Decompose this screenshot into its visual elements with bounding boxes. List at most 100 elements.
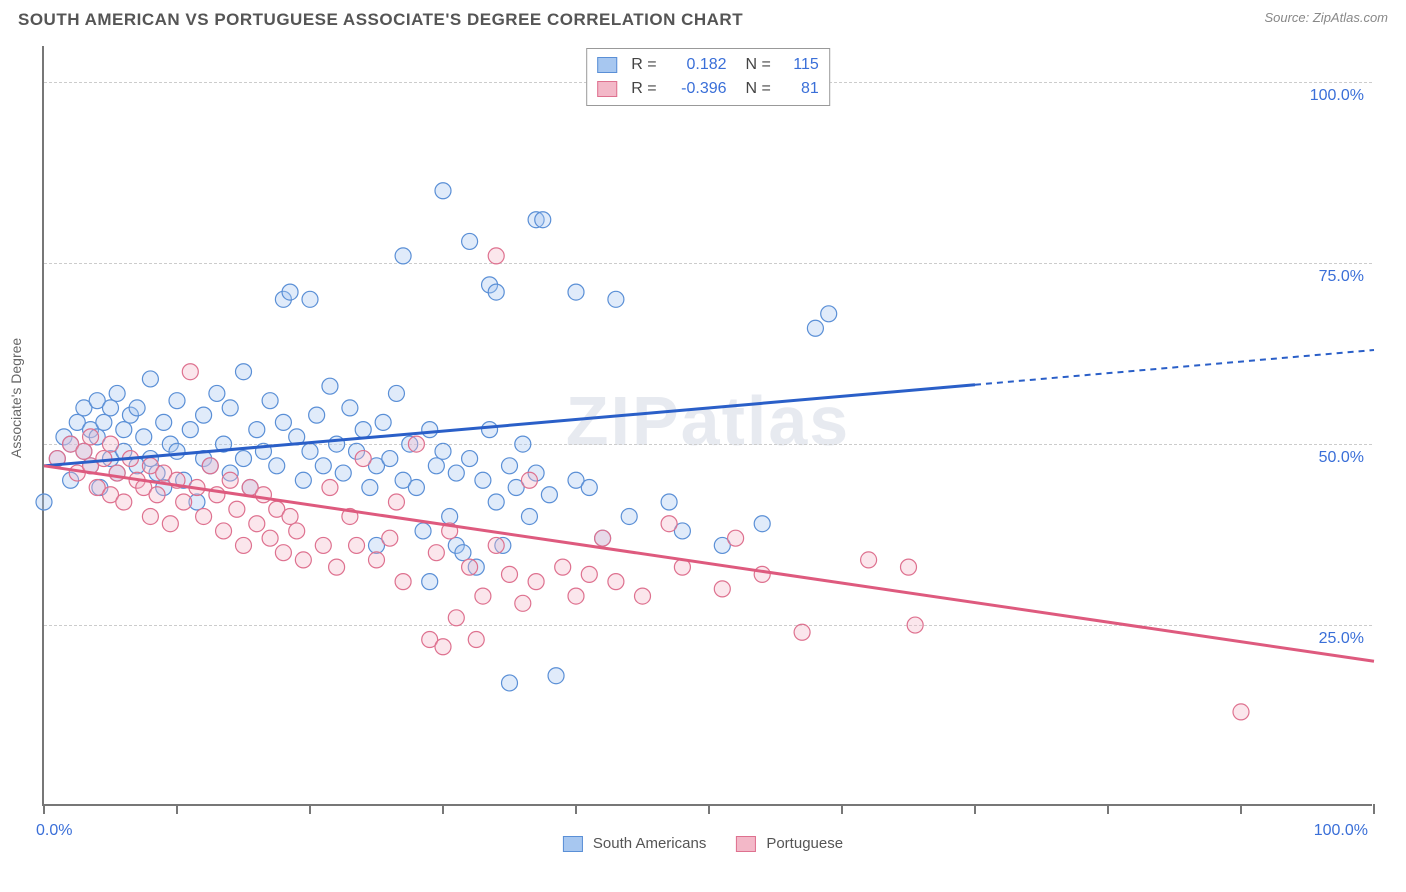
data-point — [96, 414, 112, 430]
correlation-stats-box: R =0.182 N =115R =-0.396 N =81 — [586, 48, 830, 106]
n-value: 81 — [781, 77, 819, 101]
data-point — [282, 284, 298, 300]
data-point — [502, 675, 518, 691]
data-point — [455, 545, 471, 561]
data-point — [661, 516, 677, 532]
data-point — [96, 451, 112, 467]
r-value: -0.396 — [667, 77, 727, 101]
data-point — [275, 545, 291, 561]
data-point — [568, 284, 584, 300]
r-label: R = — [631, 77, 656, 101]
data-point — [202, 458, 218, 474]
chart-title: SOUTH AMERICAN VS PORTUGUESE ASSOCIATE'S… — [18, 10, 743, 30]
data-point — [521, 472, 537, 488]
data-point — [369, 552, 385, 568]
data-point — [362, 480, 378, 496]
data-point — [222, 400, 238, 416]
trend-line-extrapolated — [975, 350, 1374, 385]
data-point — [382, 451, 398, 467]
data-point — [169, 443, 185, 459]
data-point — [209, 385, 225, 401]
data-point — [462, 559, 478, 575]
data-point — [488, 494, 504, 510]
data-point — [428, 458, 444, 474]
data-point — [475, 472, 491, 488]
r-label: R = — [631, 53, 656, 77]
data-point — [415, 523, 431, 539]
data-point — [728, 530, 744, 546]
data-point — [375, 414, 391, 430]
data-point — [129, 400, 145, 416]
data-point — [428, 545, 444, 561]
data-point — [222, 472, 238, 488]
data-point — [568, 588, 584, 604]
data-point — [216, 523, 232, 539]
x-tick — [575, 804, 577, 814]
data-point — [448, 465, 464, 481]
data-point — [156, 414, 172, 430]
data-point — [754, 516, 770, 532]
data-point — [482, 422, 498, 438]
data-point — [289, 523, 305, 539]
data-point — [355, 451, 371, 467]
data-point — [807, 320, 823, 336]
legend-item: South Americans — [563, 835, 706, 852]
data-point — [229, 501, 245, 517]
data-point — [142, 371, 158, 387]
data-point — [521, 508, 537, 524]
data-point — [322, 480, 338, 496]
data-point — [907, 617, 923, 633]
data-point — [335, 465, 351, 481]
x-tick — [1240, 804, 1242, 814]
data-point — [608, 574, 624, 590]
bottom-legend: South Americans Portuguese — [563, 835, 843, 852]
data-point — [435, 639, 451, 655]
data-point — [462, 233, 478, 249]
legend-label: South Americans — [593, 835, 706, 852]
data-point — [262, 530, 278, 546]
data-point — [475, 588, 491, 604]
data-point — [142, 508, 158, 524]
x-tick — [1107, 804, 1109, 814]
data-point — [422, 574, 438, 590]
data-point — [136, 429, 152, 445]
data-point — [236, 451, 252, 467]
stats-row: R =0.182 N =115 — [597, 53, 819, 77]
data-point — [714, 581, 730, 597]
x-tick — [442, 804, 444, 814]
trend-line — [44, 466, 1374, 661]
x-axis-min-label: 0.0% — [36, 822, 72, 840]
data-point — [196, 407, 212, 423]
chart-container: Associate's Degree ZIPatlas 25.0%50.0%75… — [0, 38, 1406, 858]
data-point — [621, 508, 637, 524]
data-point — [408, 480, 424, 496]
data-point — [109, 385, 125, 401]
x-tick — [841, 804, 843, 814]
data-point — [608, 291, 624, 307]
data-point — [269, 458, 285, 474]
data-point — [182, 364, 198, 380]
data-point — [422, 422, 438, 438]
data-point — [754, 566, 770, 582]
data-point — [342, 400, 358, 416]
data-point — [103, 436, 119, 452]
data-point — [541, 487, 557, 503]
data-point — [83, 429, 99, 445]
data-point — [315, 537, 331, 553]
data-point — [262, 393, 278, 409]
data-point — [309, 407, 325, 423]
data-point — [661, 494, 677, 510]
data-point — [395, 248, 411, 264]
legend-swatch — [597, 57, 617, 73]
data-point — [315, 458, 331, 474]
data-point — [548, 668, 564, 684]
data-point — [535, 212, 551, 228]
data-point — [249, 516, 265, 532]
data-point — [302, 291, 318, 307]
legend-swatch — [563, 836, 583, 852]
legend-label: Portuguese — [766, 835, 843, 852]
data-point — [581, 566, 597, 582]
data-point — [388, 494, 404, 510]
data-point — [442, 508, 458, 524]
data-point — [395, 574, 411, 590]
